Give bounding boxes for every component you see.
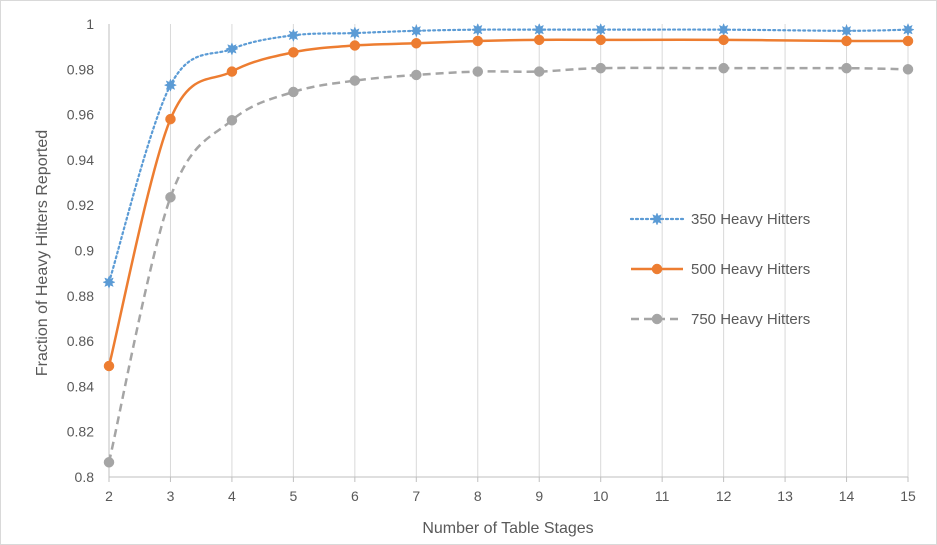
data-point [841,62,852,74]
x-tick-label: 8 [474,488,482,504]
data-point [902,64,914,75]
data-point [595,34,606,46]
data-point [349,40,361,51]
legend-label: 350 Heavy Hitters [691,211,810,228]
data-point [901,22,915,37]
y-tick-label: 0.88 [67,288,94,304]
series-350-heavy-hitters [102,22,915,289]
legend-label: 750 Heavy Hitters [691,311,810,328]
data-point [103,360,115,372]
data-point [532,22,546,37]
x-tick-label: 10 [593,488,609,504]
y-axis-title: Fraction of Heavy Hitters Reported [34,130,51,376]
data-point [902,35,914,47]
data-point [226,66,238,77]
data-point [839,24,854,38]
y-tick-label: 0.9 [75,243,95,259]
data-point [716,22,731,37]
data-point [349,75,361,86]
data-point [225,42,239,56]
y-tick-label: 0.8 [75,469,95,485]
data-point [841,35,852,47]
data-point [165,113,176,125]
x-tick-label: 11 [655,488,670,504]
data-point [718,34,729,46]
data-point [595,62,606,74]
data-point [533,34,545,46]
data-point [472,35,484,47]
data-point [718,62,729,74]
series-500-heavy-hitters [103,34,914,372]
data-point [472,66,484,77]
x-tick-label: 12 [716,488,732,504]
data-point [226,115,238,126]
data-point [163,78,178,92]
y-tick-label: 0.96 [67,107,94,123]
x-tick-label: 13 [777,488,793,504]
x-tick-label: 3 [167,488,175,504]
y-tick-label: 0.86 [67,333,94,349]
series-line [107,38,909,367]
data-point [411,38,422,49]
legend: 350 Heavy Hitters 500 Heavy Hitters 750 He… [629,211,810,328]
legend-item: 350 Heavy Hitters [629,211,810,228]
x-tick-label: 5 [289,488,297,504]
data-point [103,457,115,468]
data-point [288,86,299,98]
series-group [102,22,915,468]
series-line [107,66,909,463]
y-tick-label: 0.98 [67,61,94,77]
data-point [411,69,422,81]
y-tick-label: 0.94 [67,152,94,168]
data-point [348,26,362,40]
x-tick-label: 6 [351,488,359,504]
data-point [594,22,608,37]
x-tick-label: 9 [535,488,543,504]
data-point [471,22,485,37]
legend-marker [651,263,663,275]
x-tick-label: 14 [839,488,855,504]
data-point [288,47,299,58]
legend-item: 500 Heavy Hitters [631,261,810,278]
data-point [165,192,176,203]
legend-marker [650,212,664,226]
legend-marker [651,313,663,325]
y-tick-label: 0.84 [67,378,94,394]
y-tick-label: 0.82 [67,424,94,440]
legend-label: 500 Heavy Hitters [691,261,810,278]
data-point [102,275,116,289]
data-point [286,28,301,42]
x-tick-label: 7 [412,488,420,504]
series-line [107,28,910,284]
x-tick-label: 2 [105,488,113,504]
data-point [533,66,545,77]
axes: 2 3 4 5 6 7 8 9 10 11 12 13 14 15 0.8 0.82 0.84 0.86 0.88 0… [67,16,916,504]
x-axis-title: Number of Table Stages [422,520,593,537]
x-tick-label: 15 [900,488,916,504]
data-point [409,24,423,38]
series-750-heavy-hitters [103,62,914,468]
x-tick-label: 4 [228,488,236,504]
legend-item: 750 Heavy Hitters [631,311,810,328]
y-tick-label: 1 [86,16,94,32]
gridlines [108,24,909,477]
y-tick-label: 0.92 [67,197,94,213]
